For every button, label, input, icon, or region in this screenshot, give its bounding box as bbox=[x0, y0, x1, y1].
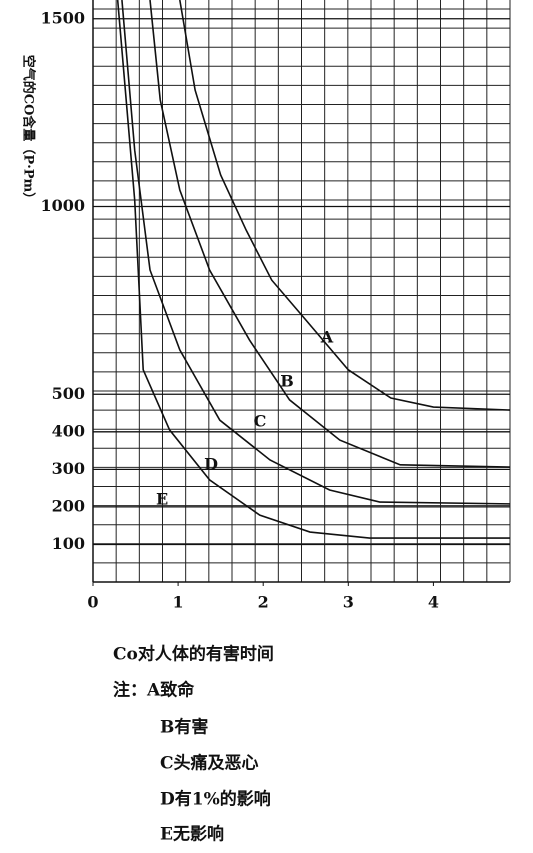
y-tick-label: 500 bbox=[52, 384, 85, 403]
note: 注：A致命 bbox=[113, 680, 195, 701]
x-tick-label: 1 bbox=[173, 593, 184, 612]
caption: Co对人体的有害时间 bbox=[113, 644, 274, 665]
x-tick-label: 4 bbox=[428, 593, 439, 612]
note: E无影响 bbox=[160, 824, 224, 845]
curve-label: A bbox=[320, 328, 334, 347]
curve bbox=[149, 0, 511, 468]
y-tick-label: 1000 bbox=[40, 196, 85, 215]
minor-grid bbox=[92, 0, 511, 583]
note: D有1%的影响 bbox=[160, 789, 271, 810]
note: B有害 bbox=[160, 717, 208, 738]
curve bbox=[116, 0, 510, 539]
curve-label: C bbox=[254, 412, 267, 431]
y-tick-label: 300 bbox=[52, 459, 85, 478]
x-tick-label: 0 bbox=[87, 593, 98, 612]
x-tick-label: 2 bbox=[258, 593, 269, 612]
curve-label: B bbox=[280, 372, 294, 391]
x-tick-label: 3 bbox=[343, 593, 354, 612]
curve bbox=[121, 0, 511, 505]
y-tick-label: 200 bbox=[52, 496, 85, 515]
y-axis-title: 空气的CO含量（P·Pm） bbox=[21, 55, 37, 206]
y-tick-label: 100 bbox=[52, 534, 85, 553]
note: C头痛及恶心 bbox=[160, 753, 259, 774]
y-tick-label: 1500 bbox=[40, 8, 85, 27]
curve-label: D bbox=[204, 455, 218, 474]
annotation: E bbox=[156, 490, 168, 509]
curve bbox=[179, 0, 511, 411]
y-tick-label: 400 bbox=[52, 421, 85, 440]
